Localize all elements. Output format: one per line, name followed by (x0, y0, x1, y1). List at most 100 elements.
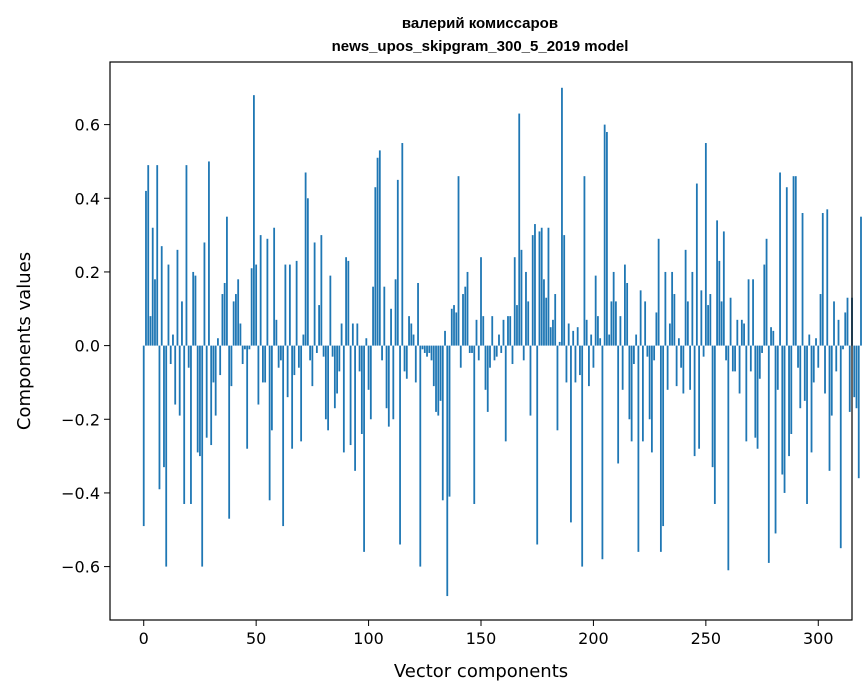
bar (520, 249, 523, 346)
bar (419, 345, 422, 567)
bar (273, 227, 276, 346)
bar (779, 172, 781, 346)
bar (608, 334, 611, 346)
bar (817, 345, 820, 368)
bar (671, 271, 674, 346)
bar (387, 345, 390, 427)
bar (160, 246, 163, 346)
bar (383, 286, 386, 346)
bar (455, 312, 458, 346)
bar (448, 345, 451, 497)
bar (268, 345, 271, 501)
bar (725, 345, 727, 361)
bar (169, 345, 172, 365)
bar (194, 275, 197, 346)
bar (183, 345, 186, 504)
bar (565, 345, 568, 383)
bar (327, 345, 330, 431)
bar (172, 334, 174, 346)
bar (475, 319, 478, 346)
bar (300, 345, 303, 442)
bar (574, 345, 577, 383)
bar (641, 345, 644, 442)
bar (556, 345, 559, 431)
x-tick-label: 100 (353, 629, 384, 648)
bar (689, 345, 692, 390)
bar (338, 345, 341, 372)
bar (279, 345, 282, 361)
bar (756, 345, 759, 449)
bar (255, 264, 258, 346)
bar (372, 286, 374, 346)
bar (349, 345, 352, 446)
bar (459, 345, 462, 368)
bar (291, 345, 294, 449)
bar (646, 345, 649, 357)
bar (446, 345, 449, 597)
bar (610, 301, 613, 346)
bar (716, 220, 718, 346)
bar (311, 345, 314, 387)
bar (621, 345, 624, 390)
bar (648, 345, 651, 420)
bar (738, 345, 741, 394)
bar (201, 345, 204, 567)
bar (500, 345, 503, 353)
bar (615, 301, 617, 346)
bar (673, 294, 676, 346)
bar (754, 345, 757, 438)
bar (396, 179, 399, 346)
bar (675, 345, 678, 387)
bar (426, 345, 428, 357)
bar (799, 345, 802, 409)
bar (394, 279, 397, 346)
bar (592, 345, 595, 368)
bar (259, 235, 262, 346)
bar (534, 224, 536, 346)
bar (306, 198, 309, 346)
bar (545, 297, 548, 346)
bar (376, 157, 379, 346)
bar (246, 345, 249, 449)
bar (617, 345, 620, 464)
bar (477, 345, 480, 361)
bar (491, 316, 494, 346)
bar (709, 294, 712, 346)
bar (270, 345, 273, 431)
bar (808, 334, 811, 346)
bar (401, 143, 404, 346)
bar (599, 338, 602, 346)
bar (812, 345, 815, 383)
bar (558, 341, 561, 346)
bar (403, 345, 406, 372)
x-axis-label: Vector components (394, 661, 568, 682)
bar (720, 301, 723, 346)
bar (803, 345, 806, 401)
bar (214, 345, 217, 416)
bar (253, 95, 255, 346)
bar (785, 187, 788, 346)
bar (178, 345, 181, 416)
bar (147, 165, 150, 346)
bar (237, 279, 240, 346)
bar (322, 345, 325, 357)
bar (163, 345, 165, 468)
bar (167, 264, 170, 346)
bar (635, 334, 638, 346)
x-tick-label: 300 (803, 629, 834, 648)
bar (293, 345, 296, 376)
bar (830, 345, 833, 416)
bar (482, 316, 485, 346)
bar (711, 345, 714, 468)
bar (713, 345, 716, 504)
bar (776, 345, 779, 390)
bar (329, 275, 332, 346)
bar (552, 319, 554, 346)
bar (772, 330, 775, 346)
bar (187, 345, 190, 368)
bar (320, 235, 323, 346)
bar (176, 249, 179, 346)
bar (223, 282, 226, 346)
bar (466, 271, 469, 346)
bar (457, 176, 460, 346)
